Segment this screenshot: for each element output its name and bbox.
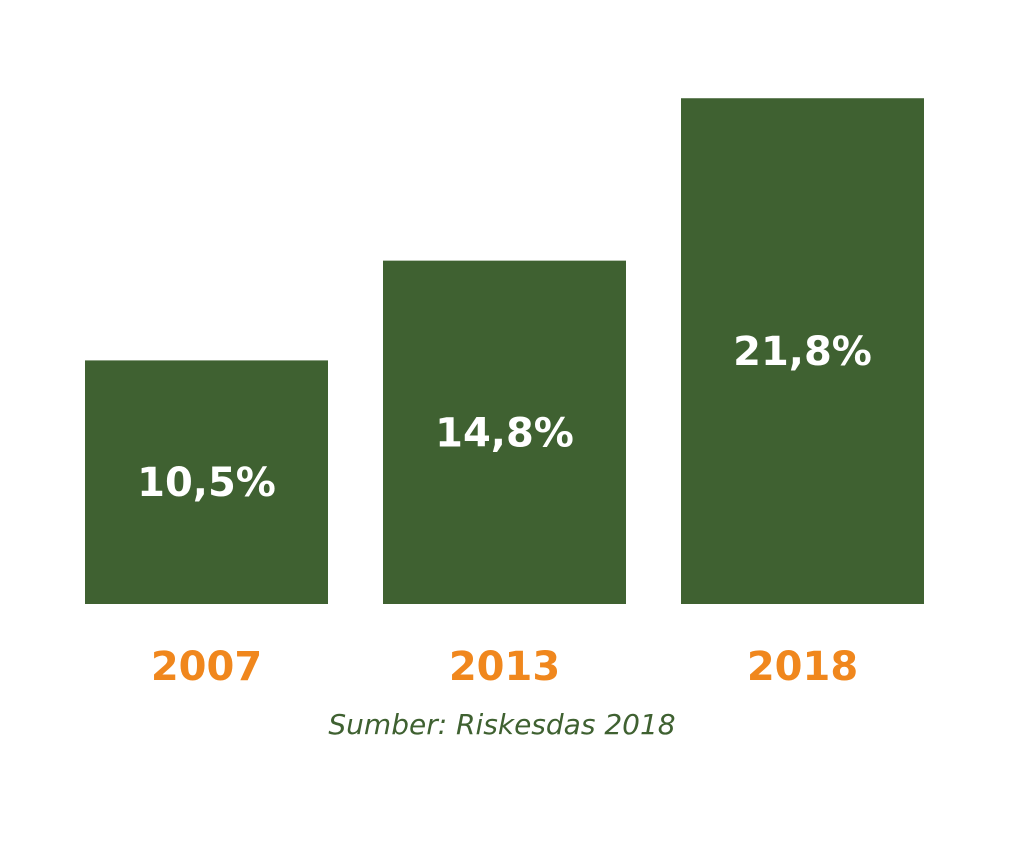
bar-value-label-2013: 14,8% (435, 410, 574, 456)
category-labels-group: 2007 2013 2018 (151, 644, 858, 690)
bars-group (85, 98, 924, 605)
bar-2013 (383, 260, 626, 604)
value-labels-group: 10,5% 14,8% 21,8% (137, 329, 872, 506)
source-caption: Sumber: Riskesdas 2018 (328, 708, 675, 741)
category-label-2007: 2007 (151, 644, 262, 690)
bar-value-label-2007: 10,5% (137, 460, 276, 506)
bar-2018 (681, 98, 924, 605)
category-label-2018: 2018 (747, 644, 858, 690)
category-label-2013: 2013 (449, 644, 560, 690)
bar-value-label-2018: 21,8% (733, 329, 872, 375)
bar-2007 (85, 360, 328, 604)
